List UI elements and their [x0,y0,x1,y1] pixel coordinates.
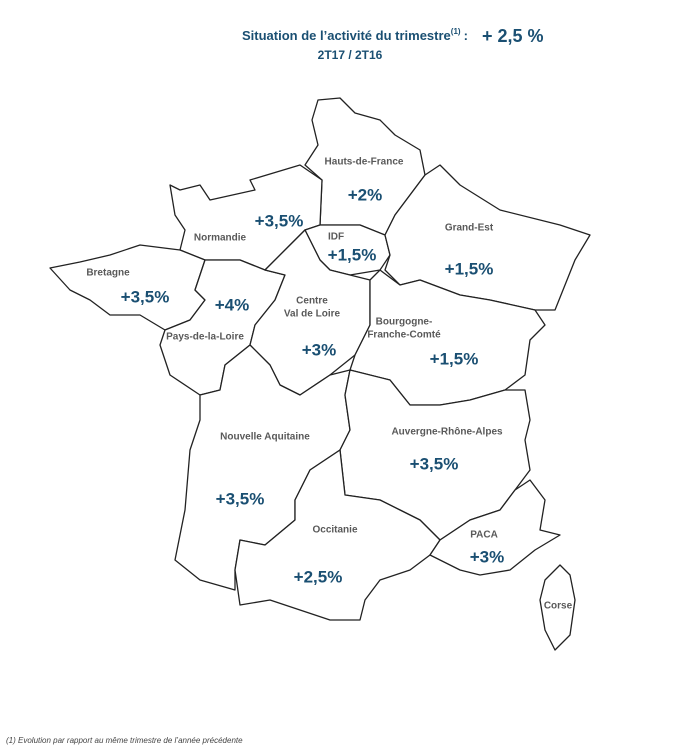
region-change: +1,5% [445,259,494,278]
region-change: +1,5% [430,349,479,368]
total: + 2,5 % [482,26,544,46]
region-name: PACA [470,530,498,541]
region-change: +2,5% [294,567,343,586]
region-name: Centre [296,296,328,307]
labels: Hauts-de-France +2% Normandie +3,5% IDF +1,5%… [86,157,572,612]
region-name: Pays-de-la-Loire [166,332,244,343]
region-change: +1,5% [328,245,377,264]
region-name: Bourgogne- [376,317,433,328]
region-change: +3,5% [121,287,170,306]
region-shape [429,479,561,576]
region-shape [249,229,371,396]
region-name: Auvergne-Rhône-Alpes [391,427,503,438]
region-change: +3,5% [255,211,304,230]
region-name: Hauts-de-France [325,157,404,168]
region-change: +3% [470,547,505,566]
region-change: +2% [348,185,383,204]
region-name: Occitanie [312,525,357,536]
region-change: +3% [302,340,337,359]
period: 2T17 / 2T16 [318,48,383,62]
region-shape [539,564,576,651]
region-change: +3,5% [216,489,265,508]
region-name: Grand-Est [445,223,494,234]
region-name: IDF [328,232,344,243]
region-change: +3,5% [410,454,459,473]
region-name: Normandie [194,233,247,244]
title-note: (1) [451,27,461,36]
footnote: (1) Evolution par rapport au même trimes… [6,736,243,745]
title: Situation de l’activité du trimestre(1): [242,27,468,43]
region-name: Corse [544,601,573,612]
map [49,97,591,651]
title-text: Situation de l’activité du trimestre [242,28,451,43]
region-name: Nouvelle Aquitaine [220,432,310,443]
region-shape [234,449,441,621]
region-change: +4% [215,295,250,314]
region-name: Val de Loire [284,309,341,320]
region-name: Franche-Comté [367,330,441,341]
title-suffix: : [464,28,468,43]
region-name: Bretagne [86,268,130,279]
